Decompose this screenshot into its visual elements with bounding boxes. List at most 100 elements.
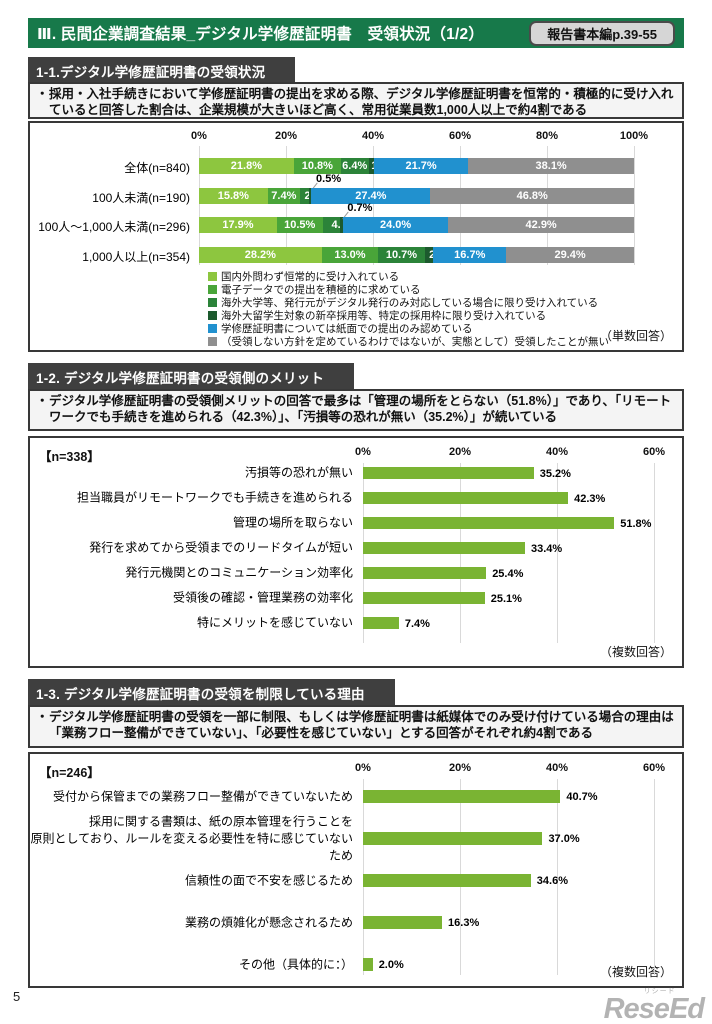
grid-line <box>654 779 655 975</box>
x-tick-label: 80% <box>535 130 559 142</box>
bar-segment <box>430 187 634 204</box>
x-tick-label: 40% <box>545 446 569 458</box>
segment-value-label: 15.8% <box>217 189 249 202</box>
bar-segment <box>340 217 344 234</box>
bar-segment <box>321 247 379 264</box>
x-tick-label: 60% <box>448 130 472 142</box>
category-label: 汚損等の恐れが無い <box>244 465 353 480</box>
value-label: 2.0% <box>378 959 404 971</box>
value-label: 37.0% <box>548 833 580 845</box>
legend-item: （受領しない方針を定めているわけではないが、実態として）受領したことが無い <box>208 335 609 348</box>
bar <box>363 874 531 887</box>
category-label: 発行を求めてから受領までのリードタイムが短い <box>89 540 353 555</box>
bar <box>363 492 569 504</box>
legend-item: 国内外問わず恒常的に受け入れている <box>208 270 609 283</box>
page-number: 5 <box>13 989 21 1004</box>
reseed-logo-text: ReseEd <box>603 993 705 1024</box>
reseed-logo: リシード ReseEd <box>603 988 705 1024</box>
bar-segment <box>424 247 434 264</box>
bar <box>363 542 525 554</box>
legend-swatch <box>208 311 217 320</box>
summary-text: 採用・入社手続きにおいて学修歴証明書の提出を求める際、デジタル学修歴証明書を恒常… <box>49 87 674 117</box>
summary-text: デジタル学修歴証明書の受領を一部に制限、もしくは学修歴証明書は紙媒体でのみ受け付… <box>49 710 674 740</box>
value-label: 16.3% <box>448 917 480 929</box>
category-label: 信頼性の面で不安を感じるため <box>184 873 353 887</box>
grid-line <box>557 463 558 643</box>
value-label: 33.4% <box>530 543 563 555</box>
category-label: 受領後の確認・管理業務の効率化 <box>172 590 353 605</box>
reseed-logo-ruby: リシード <box>643 988 676 995</box>
segment-value-label: 10.8% <box>301 160 333 172</box>
x-tick-label: 20% <box>448 446 472 458</box>
segment-value-label: 27.4% <box>355 189 387 202</box>
value-label: 7.4% <box>404 618 430 630</box>
segment-value-label: 38.1% <box>535 160 567 172</box>
section-1-2-summary: ・ デジタル学修歴証明書の受領側メリットの回答で最多は「管理の場所をとらない（5… <box>28 389 684 431</box>
x-tick-label: 0% <box>355 446 371 458</box>
x-tick-label: 20% <box>274 130 298 142</box>
value-label: 34.6% <box>536 875 568 887</box>
bullet-marker: ・ <box>36 710 49 724</box>
legend-label: 海外大学等、発行元がデジタル発行のみ対応している場合に限り受け入れている <box>221 297 599 309</box>
bar-segment <box>267 187 300 204</box>
legend-label: 海外大留学生対象の新卒採用等、特定の採用枠に限り受け入れている <box>221 310 547 322</box>
segment-value-label: 16.7% <box>454 249 486 262</box>
bar <box>363 790 561 803</box>
grid-line <box>557 779 558 975</box>
grid-line <box>547 146 548 265</box>
summary-text: デジタル学修歴証明書の受領側メリットの回答で最多は「管理の場所をとらない（51.… <box>49 394 672 424</box>
category-label: 管理の場所を取らない <box>232 515 353 530</box>
value-label: 42.3% <box>574 493 606 505</box>
bar-segment <box>322 217 341 234</box>
bar-segment <box>293 158 341 174</box>
segment-value-label: 17.9% <box>222 219 254 232</box>
value-label: 35.2% <box>539 468 571 480</box>
section-1-3-header: 1-3. デジタル学修歴証明書の受領を制限している理由 <box>28 679 395 707</box>
sample-size-label: 【n=246】 <box>39 766 100 780</box>
bar-segment <box>309 187 312 204</box>
bar <box>363 467 534 479</box>
category-label: 発行元機関とのコミュニケーション効率化 <box>125 565 353 580</box>
section-1-1-summary: ・ 採用・入社手続きにおいて学修歴証明書の提出を求める際、デジタル学修歴証明書を… <box>28 82 684 119</box>
bar-segment <box>468 158 634 174</box>
grid-line <box>286 146 287 265</box>
category-label: 1,000人以上(n=354) <box>82 250 190 265</box>
bar-segment <box>199 247 322 264</box>
segment-value-label: 42.9% <box>525 219 557 232</box>
value-label: 40.7% <box>566 791 598 803</box>
category-label: 100人～1,000人未満(n=296) <box>38 220 190 235</box>
grid-line <box>199 146 200 265</box>
x-tick-label: 100% <box>619 130 649 142</box>
bar-segment <box>199 187 268 204</box>
bullet-marker: ・ <box>36 87 49 101</box>
section-1-3-summary: ・ デジタル学修歴証明書の受領を一部に制限、もしくは学修歴証明書は紙媒体でのみ受… <box>28 705 684 748</box>
x-tick-label: 20% <box>448 762 472 774</box>
bar-segment <box>299 187 310 204</box>
legend-swatch <box>208 337 217 346</box>
category-label: 業務の煩雑化が懸念されるため <box>184 915 353 929</box>
bar-segment <box>340 158 369 174</box>
section-1-1-header: 1-1.デジタル学修歴証明書の受領状況 <box>28 57 296 85</box>
bar-segment <box>276 217 323 234</box>
bar-segment <box>199 217 277 234</box>
category-label: 採用に関する書類は、紙の原本管理を行うことを 原則としており、ルールを変える必要… <box>30 814 353 862</box>
answer-type-note: （複数回答） <box>599 645 672 659</box>
segment-value-label: 24.0% <box>380 219 412 232</box>
bar-segment <box>311 187 431 204</box>
category-label: 全体(n=840) <box>124 161 190 175</box>
grid-line <box>654 463 655 643</box>
value-label: 51.8% <box>620 518 652 530</box>
bar-segment <box>343 217 448 234</box>
legend-label: 学修歴証明書については紙面での提出のみ認めている <box>221 323 473 335</box>
x-tick-label: 0% <box>191 130 207 142</box>
bar <box>363 916 443 929</box>
bullet-marker: ・ <box>36 394 49 408</box>
legend-item: 海外大留学生対象の新卒採用等、特定の採用枠に限り受け入れている <box>208 309 609 322</box>
bar <box>363 958 373 971</box>
category-label: 特にメリットを感じていない <box>196 615 353 630</box>
legend-swatch <box>208 285 217 294</box>
legend-swatch <box>208 324 217 333</box>
x-tick-label: 40% <box>361 130 385 142</box>
category-label: その他（具体的に：） <box>238 957 353 971</box>
